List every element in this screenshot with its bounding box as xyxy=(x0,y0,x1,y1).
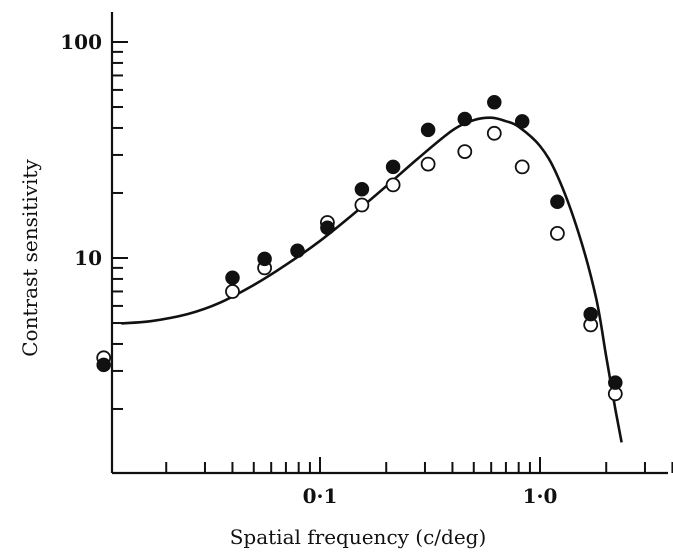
filled-data-point xyxy=(96,357,111,373)
filled-data-point xyxy=(225,270,240,286)
y-tick-label: 100 xyxy=(60,30,102,54)
open-data-point xyxy=(486,125,502,141)
y-tick-labels: 10 100 xyxy=(60,30,102,270)
filled-data-point xyxy=(420,122,436,138)
open-data-point xyxy=(514,159,530,175)
x-tick-label: 0·1 xyxy=(303,484,338,508)
open-data-point xyxy=(420,156,436,172)
filled-data-point xyxy=(320,220,335,236)
filled-data-point xyxy=(583,306,598,322)
x-tick-labels: 0·1 1·0 xyxy=(303,484,558,508)
filled-data-point xyxy=(550,194,565,210)
open-data-point xyxy=(354,197,370,213)
data-points xyxy=(96,95,623,402)
open-data-point xyxy=(385,177,401,193)
filled-data-point xyxy=(457,111,473,127)
filled-data-point xyxy=(290,243,305,259)
x-tick-label: 1·0 xyxy=(523,484,558,508)
y-axis-label: Contrast sensitivity xyxy=(18,159,42,357)
filled-data-point xyxy=(608,375,623,390)
filled-data-point xyxy=(354,182,370,197)
x-axis-label: Spatial frequency (c/deg) xyxy=(230,525,487,549)
x-ticks xyxy=(165,457,673,473)
y-tick-label: 10 xyxy=(74,246,102,270)
open-data-point xyxy=(457,144,473,160)
open-data-point xyxy=(225,284,240,299)
fit-curve xyxy=(121,116,623,443)
y-ticks xyxy=(112,41,128,410)
filled-data-point xyxy=(514,114,530,129)
filled-data-point xyxy=(257,251,272,267)
open-data-point xyxy=(550,225,565,241)
filled-data-point xyxy=(487,95,502,110)
filled-data-point xyxy=(385,159,401,175)
axes xyxy=(110,12,668,475)
